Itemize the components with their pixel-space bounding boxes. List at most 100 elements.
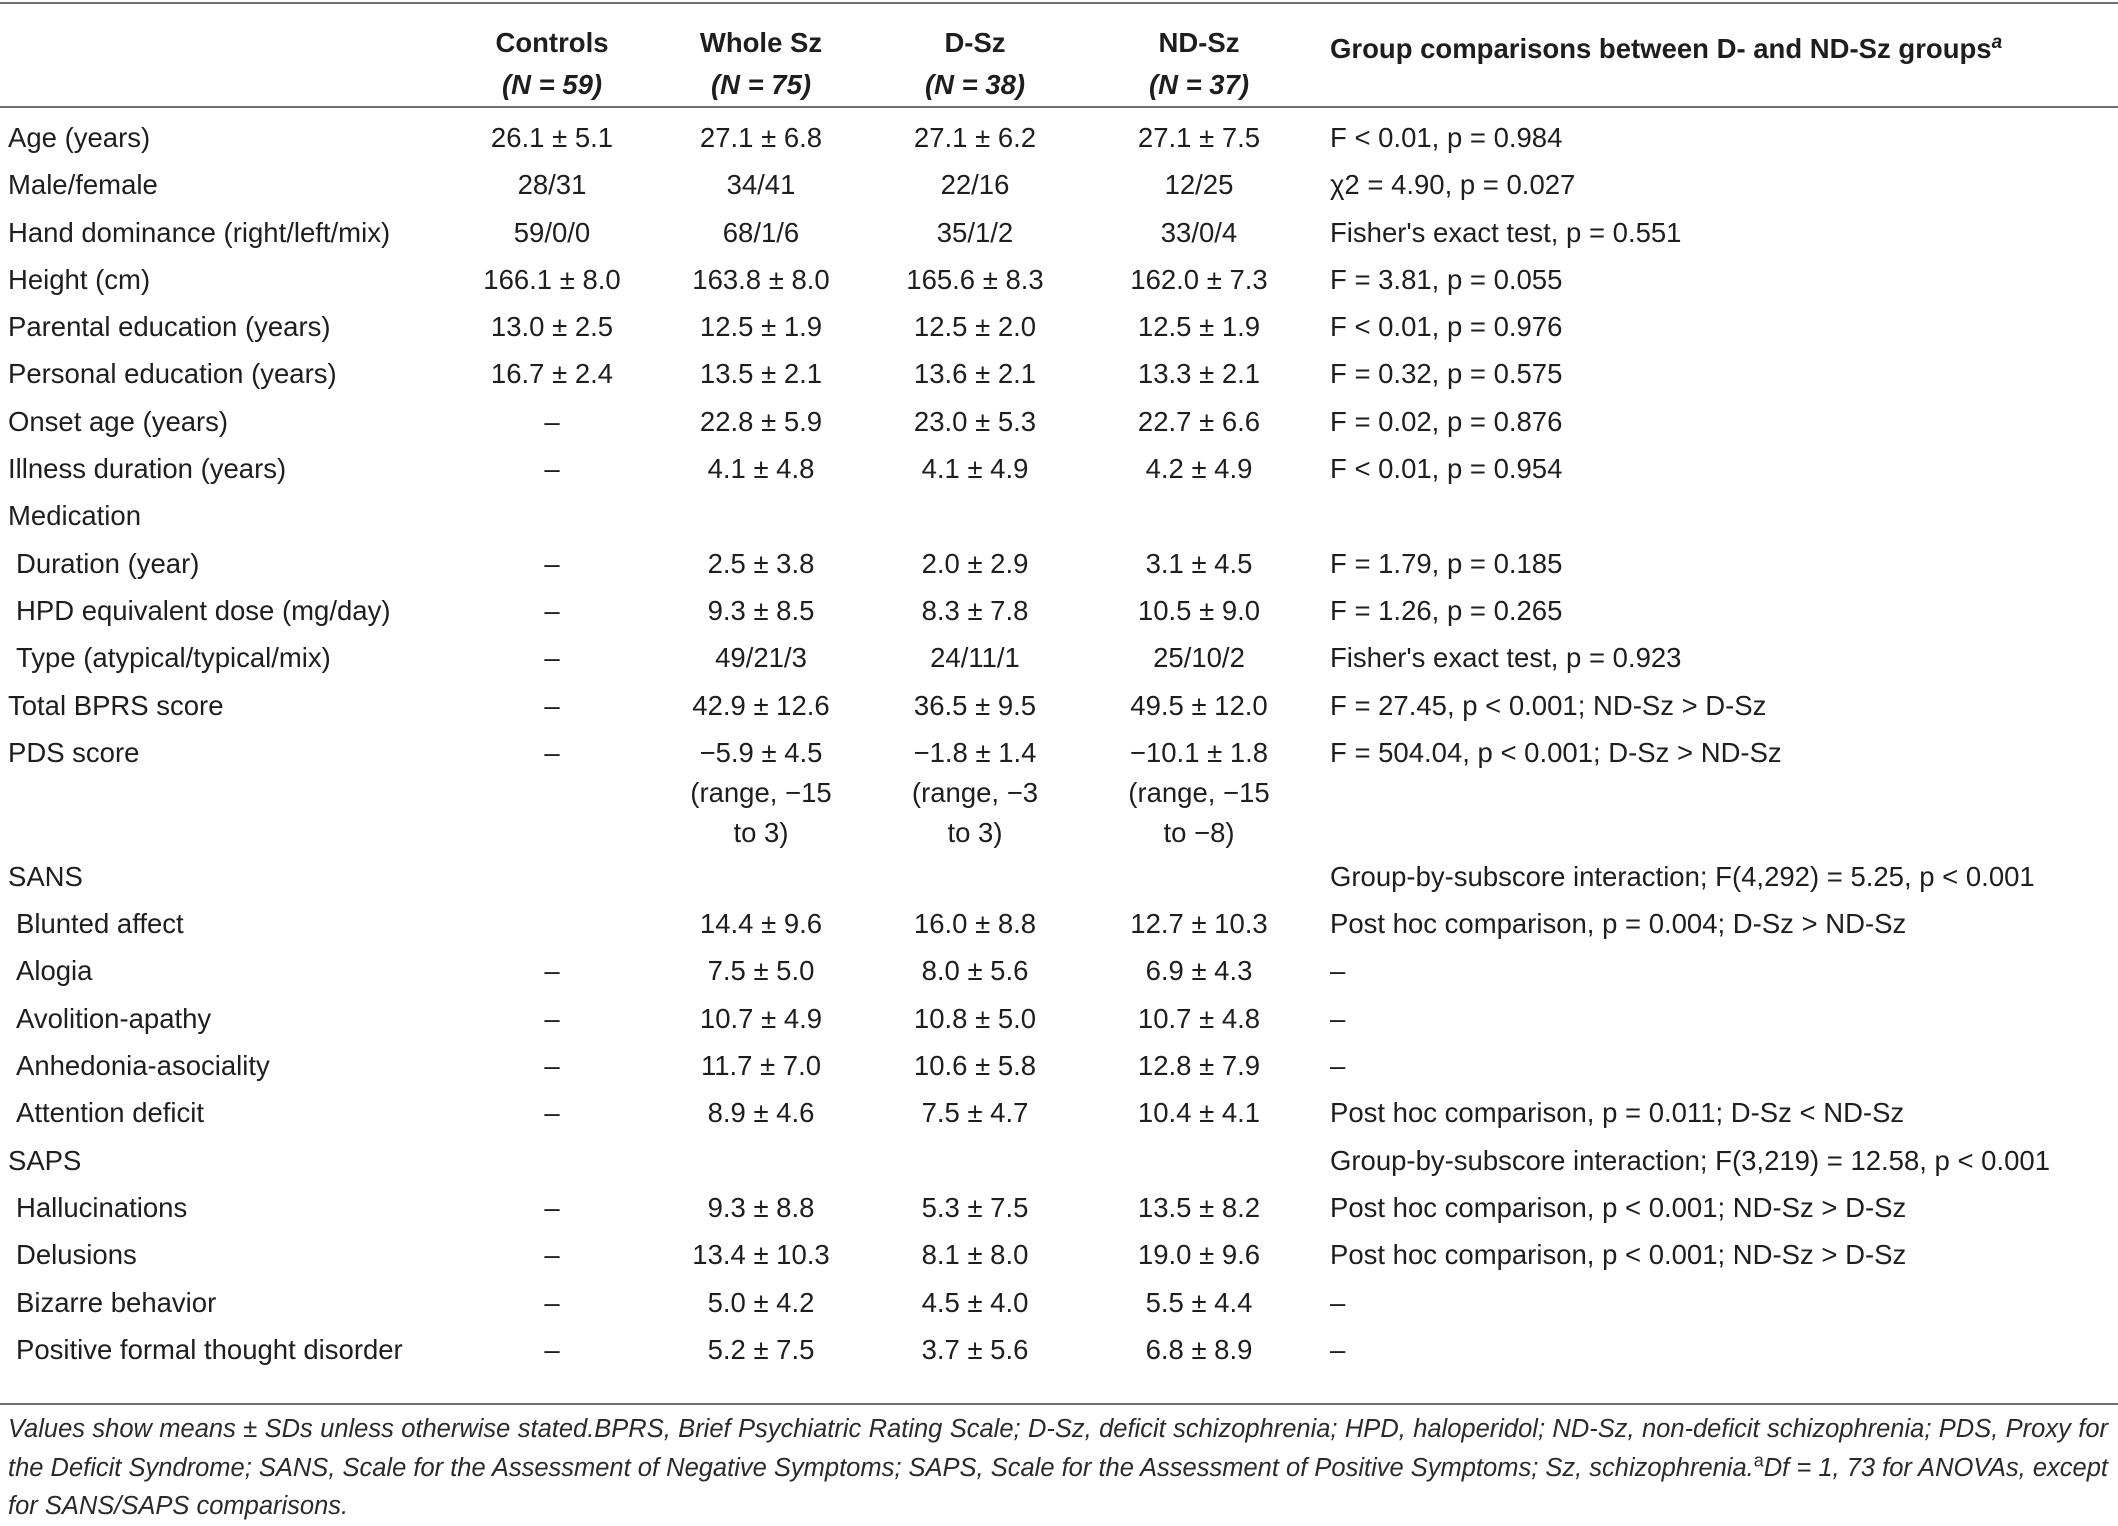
cell-controls: – [544, 453, 560, 485]
row-label: Bizarre behavior [16, 1286, 217, 1318]
cell-nd-sz: 6.8 ± 8.9 [1145, 1333, 1253, 1365]
cell-comparison: Post hoc comparison, p = 0.004; D-Sz > N… [1330, 908, 1907, 940]
row-label: Personal education (years) [8, 358, 337, 390]
table-body: Age (years) 26.1 ± 5.1 27.1 ± 6.8 27.1 ± 6.… [0, 106, 2118, 1383]
cell-whole-sz: 5.0 ± 4.2 [707, 1286, 815, 1318]
cell-d-sz: −1.8 ± 1.4 (range, −3 to 3) [911, 736, 1039, 848]
cell-comparison: F = 1.26, p = 0.265 [1330, 594, 1563, 626]
cell-d-sz: 8.3 ± 7.8 [921, 594, 1029, 626]
table-row: Type (atypical/typical/mix) – 49/21/3 24/11… [0, 634, 2118, 681]
row-label: Attention deficit [16, 1097, 205, 1129]
header-d-sz: D-Sz (N = 38) [870, 4, 1080, 106]
table-row: SANS Group-by-subscore interaction; F(4,2… [0, 853, 2118, 900]
cell-nd-sz: 13.5 ± 8.2 [1137, 1191, 1261, 1223]
cell-whole-sz: 4.1 ± 4.8 [707, 453, 815, 485]
cell-whole-sz: 42.9 ± 12.6 [692, 689, 830, 721]
table-row: Blunted affect 14.4 ± 9.6 16.0 ± 8.8 12.7 ±… [0, 900, 2118, 947]
cell-controls: – [544, 736, 560, 768]
cell-controls: 13.0 ± 2.5 [490, 311, 614, 343]
cell-controls: – [544, 1097, 560, 1129]
row-label: SANS [8, 860, 83, 892]
row-label: Positive formal thought disorder [16, 1333, 403, 1365]
row-label: Total BPRS score [8, 689, 224, 721]
cell-controls: – [544, 405, 560, 437]
cell-comparison: F < 0.01, p = 0.954 [1330, 453, 1563, 485]
demographics-table: Controls (N = 59) Whole Sz (N = 75) D-Sz… [0, 4, 2118, 1383]
cell-controls: – [544, 1333, 560, 1365]
row-label: Height (cm) [8, 263, 151, 295]
table-row: Age (years) 26.1 ± 5.1 27.1 ± 6.8 27.1 ± 6.… [0, 106, 2118, 161]
header-ndsz-n: (N = 37) [1148, 69, 1250, 100]
footnote-main: Values show means ± SDs unless otherwise… [8, 1415, 2108, 1482]
cell-whole-sz: 163.8 ± 8.0 [692, 263, 830, 295]
cell-controls [452, 853, 652, 900]
cell-controls: – [544, 1002, 560, 1034]
row-label: Male/female [8, 169, 158, 201]
cell-d-sz [870, 853, 1080, 900]
cell-d-sz [870, 492, 1080, 539]
header-dsz-n: (N = 38) [924, 69, 1026, 100]
cell-comparison: – [1330, 1333, 1346, 1365]
header-empty [0, 4, 452, 106]
row-label: Medication [8, 500, 141, 532]
row-label: Illness duration (years) [8, 453, 287, 485]
cell-controls: – [544, 1191, 560, 1223]
cell-d-sz: 4.1 ± 4.9 [921, 453, 1029, 485]
cell-d-sz: 8.0 ± 5.6 [921, 955, 1029, 987]
cell-comparison: – [1330, 1050, 1346, 1082]
cell-whole-sz: 11.7 ± 7.0 [700, 1050, 822, 1082]
cell-controls [452, 1137, 652, 1184]
cell-whole-sz: 22.8 ± 5.9 [699, 405, 823, 437]
cell-d-sz: 165.6 ± 8.3 [906, 263, 1044, 295]
cell-whole-sz: 27.1 ± 6.8 [699, 122, 823, 153]
cell-comparison: F < 0.01, p = 0.976 [1330, 311, 1563, 343]
cell-nd-sz: 49.5 ± 12.0 [1130, 689, 1268, 721]
cell-comparison: Post hoc comparison, p = 0.011; D-Sz < N… [1330, 1097, 1905, 1129]
row-label: Hallucinations [16, 1191, 188, 1223]
cell-d-sz: 2.0 ± 2.9 [921, 547, 1029, 579]
table-footnote: Values show means ± SDs unless otherwise… [8, 1410, 2108, 1526]
header-whole-n: (N = 75) [710, 69, 812, 100]
row-label: Age (years) [8, 122, 151, 153]
table-row: PDS score – −5.9 ± 4.5 (range, −15 to 3) −1… [0, 729, 2118, 853]
table-row: Personal education (years) 16.7 ± 2.4 13.5… [0, 350, 2118, 397]
cell-controls: – [544, 1239, 560, 1271]
cell-nd-sz: 10.7 ± 4.8 [1137, 1002, 1261, 1034]
row-label: SAPS [8, 1144, 82, 1176]
cell-nd-sz: 27.1 ± 7.5 [1137, 122, 1261, 153]
cell-whole-sz: 2.5 ± 3.8 [707, 547, 815, 579]
table-row: Hand dominance (right/left/mix) 59/0/0 68/… [0, 209, 2118, 256]
table-row: Positive formal thought disorder – 5.2 ± 7… [0, 1326, 2118, 1383]
header-nd-sz: ND-Sz (N = 37) [1080, 4, 1318, 106]
cell-nd-sz: 33/0/4 [1160, 216, 1238, 248]
cell-d-sz: 12.5 ± 2.0 [913, 311, 1037, 343]
cell-d-sz: 27.1 ± 6.2 [913, 122, 1037, 153]
cell-controls: 59/0/0 [513, 216, 591, 248]
cell-nd-sz: 13.3 ± 2.1 [1137, 358, 1261, 390]
table-row: SAPS Group-by-subscore interaction; F(3,2… [0, 1137, 2118, 1184]
row-label: Parental education (years) [8, 311, 331, 343]
cell-comparison: F = 504.04, p < 0.001; D-Sz > ND-Sz [1330, 736, 1782, 768]
header-whole-sz: Whole Sz (N = 75) [652, 4, 870, 106]
cell-d-sz: 10.6 ± 5.8 [913, 1050, 1037, 1082]
cell-d-sz: 35/1/2 [936, 216, 1014, 248]
header-comparison-sup: a [1991, 32, 2003, 53]
cell-whole-sz: 10.7 ± 4.9 [699, 1002, 823, 1034]
table-row: Illness duration (years) – 4.1 ± 4.8 4.1 ± … [0, 445, 2118, 492]
cell-whole-sz: 9.3 ± 8.5 [707, 594, 815, 626]
cell-whole-sz: 13.5 ± 2.1 [699, 358, 823, 390]
cell-d-sz [870, 1137, 1080, 1184]
row-label: Type (atypical/typical/mix) [16, 642, 331, 674]
table-row: Hallucinations – 9.3 ± 8.8 5.3 ± 7.5 13.5 ± … [0, 1184, 2118, 1231]
cell-d-sz: 16.0 ± 8.8 [913, 908, 1037, 940]
row-label: Anhedonia-asociality [16, 1050, 270, 1082]
table-row: Delusions – 13.4 ± 10.3 8.1 ± 8.0 19.0 ± 9.6… [0, 1231, 2118, 1278]
cell-whole-sz: 5.2 ± 7.5 [707, 1333, 815, 1365]
row-label: Delusions [16, 1239, 137, 1271]
cell-whole-sz: −5.9 ± 4.5 (range, −15 to 3) [690, 736, 832, 848]
table-row: Height (cm) 166.1 ± 8.0 163.8 ± 8.0 165.6 ±… [0, 256, 2118, 303]
row-label: PDS score [8, 736, 140, 768]
row-label: Alogia [16, 955, 93, 987]
cell-whole-sz: 13.4 ± 10.3 [692, 1239, 830, 1271]
table-row: Onset age (years) – 22.8 ± 5.9 23.0 ± 5.3 22… [0, 398, 2118, 445]
